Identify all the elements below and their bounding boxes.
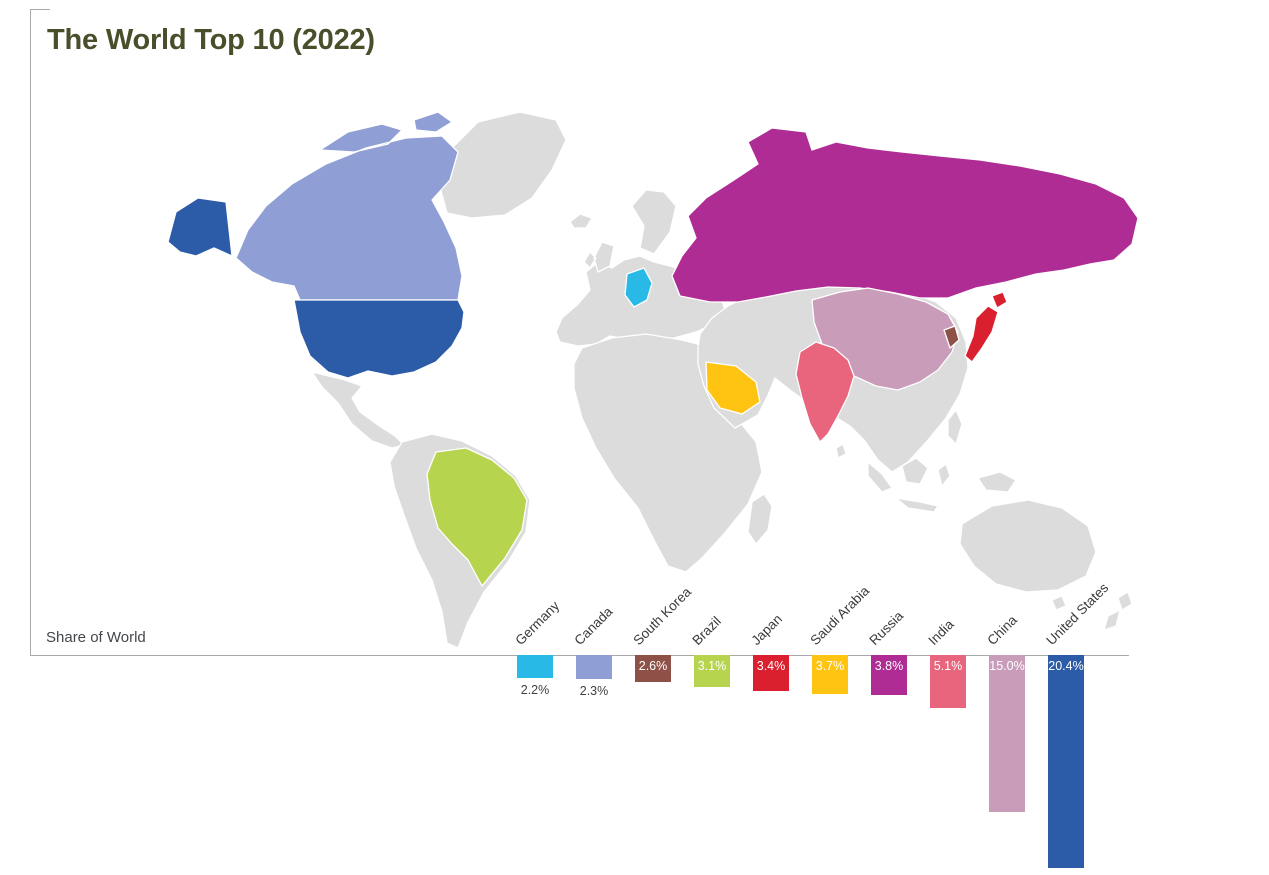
bar-value-canada: 2.3% [579,684,609,698]
top-border-line [30,9,50,10]
left-border-line [30,9,31,656]
page-title: The World Top 10 (2022) [47,24,375,56]
bar-united-states [1048,655,1084,868]
bar-value-india: 5.1% [933,659,963,673]
axis-label: Share of World [46,629,146,646]
bar-label-brazil: Brazil [689,613,724,648]
bar-india [930,655,966,708]
bar-value-south-korea: 2.6% [638,659,668,673]
bar-value-japan: 3.4% [756,659,786,673]
bar-value-russia: 3.8% [874,659,904,673]
bar-saudi-arabia [812,655,848,694]
bar-label-germany: Germany [512,598,563,648]
bar-russia [871,655,907,695]
bar-label-china: China [984,612,1020,648]
bar-label-canada: Canada [571,603,616,648]
bar-label-japan: Japan [748,611,786,648]
bar-value-saudi-arabia: 3.7% [815,659,845,673]
bar-japan [753,655,789,691]
bar-brazil [694,655,730,687]
bar-label-united-states: United States [1043,580,1112,648]
bar-label-russia: Russia [866,608,907,648]
bar-germany [517,655,553,678]
bar-value-brazil: 3.1% [697,659,727,673]
bar-label-saudi-arabia: Saudi Arabia [807,583,873,648]
bar-value-united-states: 20.4% [1048,659,1084,673]
bar-canada [576,655,612,679]
bar-value-china: 15.0% [989,659,1025,673]
bar-label-south-korea: South Korea [630,584,695,648]
bar-value-germany: 2.2% [520,683,550,697]
bar-south-korea [635,655,671,682]
bar-label-india: India [925,616,957,648]
bar-china [989,655,1025,812]
